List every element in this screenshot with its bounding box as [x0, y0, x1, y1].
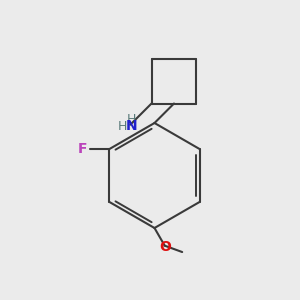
Text: F: F	[78, 142, 88, 156]
Text: H: H	[127, 113, 136, 126]
Text: O: O	[159, 240, 171, 254]
Text: H: H	[118, 120, 127, 133]
Text: N: N	[126, 119, 138, 133]
